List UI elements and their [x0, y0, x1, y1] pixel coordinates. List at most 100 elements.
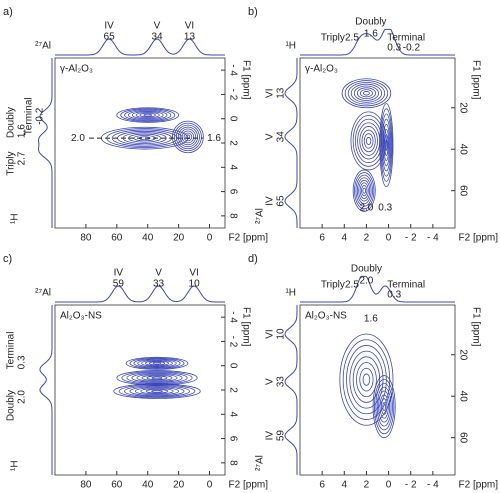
peak-value: 33 — [153, 279, 165, 290]
peak-label: VI — [189, 268, 198, 279]
peak-label: Doubly — [351, 264, 382, 275]
sample-label: Al₂O₃-NS — [60, 311, 102, 322]
plot-frame — [299, 57, 456, 229]
peak-label: V — [265, 378, 276, 385]
peak-value: 34 — [276, 131, 287, 143]
y-axis-label: F1 [ppm] — [470, 307, 481, 347]
peak-label: Doubly — [355, 17, 386, 28]
inner-label: 2.0 — [71, 133, 85, 144]
x-nucleus: ¹H — [285, 41, 296, 52]
y-tick-label: 0 — [227, 363, 238, 369]
contour — [359, 182, 369, 199]
contour — [350, 83, 383, 103]
contour — [139, 112, 156, 118]
x-tick-label: - 2 — [405, 480, 417, 491]
peak-value: 2.7 — [17, 151, 28, 165]
peak-value: -0.2 — [403, 43, 421, 54]
contour — [350, 111, 387, 171]
sample-label: γ-Al₂O₃ — [305, 64, 338, 75]
contour — [133, 358, 181, 369]
contour — [366, 136, 372, 145]
contour — [339, 333, 394, 426]
contour — [354, 118, 383, 164]
peak-value: 13 — [184, 32, 196, 43]
contour — [125, 356, 189, 370]
top-projection — [55, 38, 225, 56]
contour — [347, 81, 386, 105]
peak-value: 33 — [276, 376, 287, 388]
y-nucleus: ²⁷Al — [255, 455, 266, 471]
inner-label: 0.3 — [378, 203, 392, 214]
contour — [354, 172, 375, 210]
contour — [341, 78, 392, 109]
panel-label: a) — [3, 6, 13, 18]
y-nucleus: ¹H — [10, 213, 21, 224]
contour — [380, 398, 388, 415]
contour — [118, 384, 196, 398]
contour — [356, 362, 377, 398]
peak-label: Triply — [6, 152, 17, 176]
y-tick-label: 40 — [457, 144, 468, 156]
contour — [151, 389, 163, 393]
x-nucleus: ²⁷Al — [35, 41, 51, 52]
peak-label: Doubly — [6, 107, 17, 138]
x-tick-label: 4 — [342, 233, 348, 244]
peak-label: Triply — [321, 33, 345, 44]
contour — [362, 187, 366, 194]
top-projection — [300, 275, 455, 303]
peak-label: Terminal — [6, 332, 17, 370]
peak-value: 2.0 — [17, 390, 28, 404]
contour — [378, 390, 391, 423]
peak-value: 2.5 — [345, 280, 359, 291]
contour — [145, 388, 169, 394]
contour — [385, 139, 388, 151]
contour — [352, 169, 376, 212]
side-projection — [37, 58, 53, 228]
contour — [359, 126, 378, 156]
contour — [131, 372, 183, 383]
peak-label: V — [155, 268, 162, 279]
y-axis-label: F1 [ppm] — [470, 60, 481, 100]
x-tick-label: - 2 — [405, 233, 417, 244]
y-tick-label: 6 — [227, 189, 238, 195]
y-nucleus: ²⁷Al — [255, 208, 266, 224]
contour — [357, 122, 381, 160]
contour — [128, 110, 168, 121]
contour — [173, 122, 202, 152]
x-tick-label: 20 — [173, 233, 185, 244]
contour — [374, 378, 395, 435]
contour — [148, 361, 166, 366]
contour — [113, 383, 201, 399]
contour — [375, 382, 393, 431]
panel-label: d) — [248, 253, 258, 265]
contour — [344, 80, 389, 107]
contour — [359, 367, 374, 392]
x-tick-label: 60 — [111, 480, 123, 491]
peak-label: IV — [265, 431, 276, 441]
y-tick-label: - 4 — [227, 64, 238, 76]
contour — [181, 130, 195, 144]
y-tick-label: - 4 — [227, 311, 238, 323]
top-projection — [55, 285, 225, 303]
contour — [143, 113, 152, 117]
x-tick-label: 80 — [80, 480, 92, 491]
peak-label: Doubly — [6, 390, 17, 421]
contour — [145, 360, 169, 366]
contour — [382, 123, 391, 167]
peak-label: Terminal — [387, 33, 425, 44]
x-nucleus: ¹H — [285, 288, 296, 299]
y-tick-label: 60 — [457, 432, 468, 444]
peak-label: Terminal — [387, 280, 425, 291]
x-tick-label: 0 — [207, 480, 213, 491]
peak-value: 1.6 — [17, 124, 28, 138]
x-tick-label: 6 — [319, 480, 325, 491]
contour — [129, 386, 185, 397]
side-projection — [39, 305, 53, 475]
y-tick-label: - 2 — [227, 336, 238, 348]
contour — [140, 388, 174, 395]
peak-value: 65 — [276, 195, 287, 207]
y-nucleus: ¹H — [10, 460, 21, 471]
contour — [120, 108, 176, 122]
contour — [353, 85, 380, 101]
contour — [380, 108, 393, 182]
